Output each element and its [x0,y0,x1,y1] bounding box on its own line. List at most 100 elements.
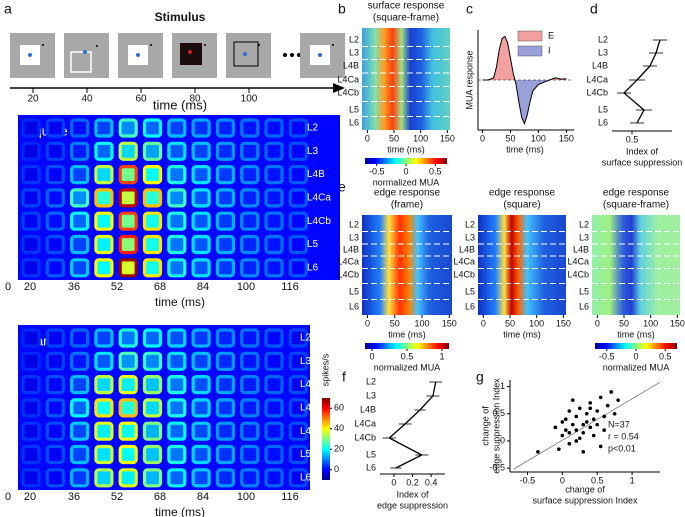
heatmap-cell [69,258,90,278]
axis-label: time (ms) [153,97,207,112]
heatmap-cell [69,211,90,231]
scatter-point [609,390,613,394]
layer-label: L3 [349,232,359,242]
x-tick-label: 50 [390,318,400,328]
x-tick-label: 100 [237,491,255,503]
heatmap-cell [118,188,138,208]
layer-label: L6 [465,301,475,311]
profile-line [623,39,661,124]
heatmap-cell [191,141,211,161]
y-tick-label: 0.5 [492,408,505,418]
heatmap-cell [94,398,114,418]
inhibition-area [482,80,567,124]
x-tick-label: 0 [365,133,370,143]
heatmap-cell [264,258,284,278]
layer-label: L6 [349,117,359,127]
heatmap-cell [21,258,41,278]
scatter-point [602,428,606,432]
timeline-label: 100 [241,94,258,105]
heatmap-cell [167,328,187,348]
heatmap-cell [167,421,187,441]
panel-label: e [338,179,346,195]
stimulus-title: Stimulus [155,10,206,24]
heatmap-cell [118,258,138,278]
heatmap-cell [288,211,308,231]
heatmap-cell [191,398,211,418]
heatmap-cell [118,118,138,138]
legend-swatch [517,30,543,42]
layer-label: L4Ca [307,193,331,204]
x-axis-label: time (ms) [155,295,205,309]
heatmap-cell [240,444,260,465]
heatmap-cell [21,444,41,465]
layer-label: L2 [349,219,359,229]
x-tick-label: 84 [197,491,209,503]
x-axis-label: Index of [626,146,659,156]
map-title: edge response [603,188,670,199]
response-line [482,35,567,126]
layer-label: L4Ca [567,256,589,266]
heatmap-cell [288,188,308,208]
heatmap-cell [167,234,187,255]
heatmap-cell [21,468,41,488]
x-axis-label: change of [565,484,605,494]
x-tick-label: 0 [560,475,565,485]
x-tick-label: 0.2 [406,477,419,487]
colorbar-tick-label: -0.5 [369,166,385,176]
layer-label: L4Cb [453,269,475,279]
colorbar-tick-label: 20 [334,444,344,454]
heatmap-cell [45,165,65,185]
heatmap-cell [142,421,163,441]
heatmap-cell [264,211,284,231]
heatmap-cell [142,468,163,488]
x-tick-label: 100 [643,318,658,328]
heatmap-cell [118,468,138,488]
scatter-point [584,411,589,416]
layer-label: L4Cb [354,432,376,442]
layer-label: L4B [343,60,359,70]
scatter-point [616,398,620,402]
map-title: edge response [489,188,556,199]
x-tick-label: 116 [281,491,299,503]
layer-label: L6 [598,117,608,127]
heatmap-cell [118,421,138,441]
scatter-point [591,433,596,438]
layer-label: L4Ca [337,256,359,266]
x-axis-label: time (ms) [388,329,426,339]
heatmap-cell [264,234,284,255]
heatmap-cell [288,421,308,441]
x-tick-label: 150 [440,133,455,143]
x-tick-label: 150 [559,133,574,143]
heatmap-cell [215,211,235,231]
layer-label: L4Ca [453,256,475,266]
layer-label: L6 [579,301,589,311]
layer-label: L4B [573,244,589,254]
scatter-point [536,450,540,454]
x-tick-label: 0 [481,318,486,328]
timeline-label: 20 [27,94,39,105]
x-tick-label: 0 [5,281,11,293]
heatmap-cell [142,118,163,138]
y-axis-label: MUA response [464,50,474,109]
layer-label: L3 [307,146,319,157]
x-axis-label: Index of [396,489,429,499]
heatmap-cell [21,398,41,418]
scatter-point [570,422,575,427]
heatmap-cell [94,468,114,488]
layer-label: L4B [459,244,475,254]
layer-label: L4Cb [307,216,331,227]
heatmap-cell [167,141,187,161]
heatmap-cell [94,211,114,231]
layer-label: L4Ca [300,403,324,414]
legend-label: E [548,30,554,40]
map-title: surface response [368,1,445,12]
x-tick-label: 50 [389,133,399,143]
heatmap-cell [69,118,90,138]
layer-label: L6 [300,472,312,483]
layer-label: L2 [465,219,475,229]
heatmap-cell [288,258,308,278]
heatmap-cell [45,468,65,488]
heatmap-cell [288,468,308,488]
heatmap-cell [264,444,284,465]
heatmap-cell [45,211,65,231]
